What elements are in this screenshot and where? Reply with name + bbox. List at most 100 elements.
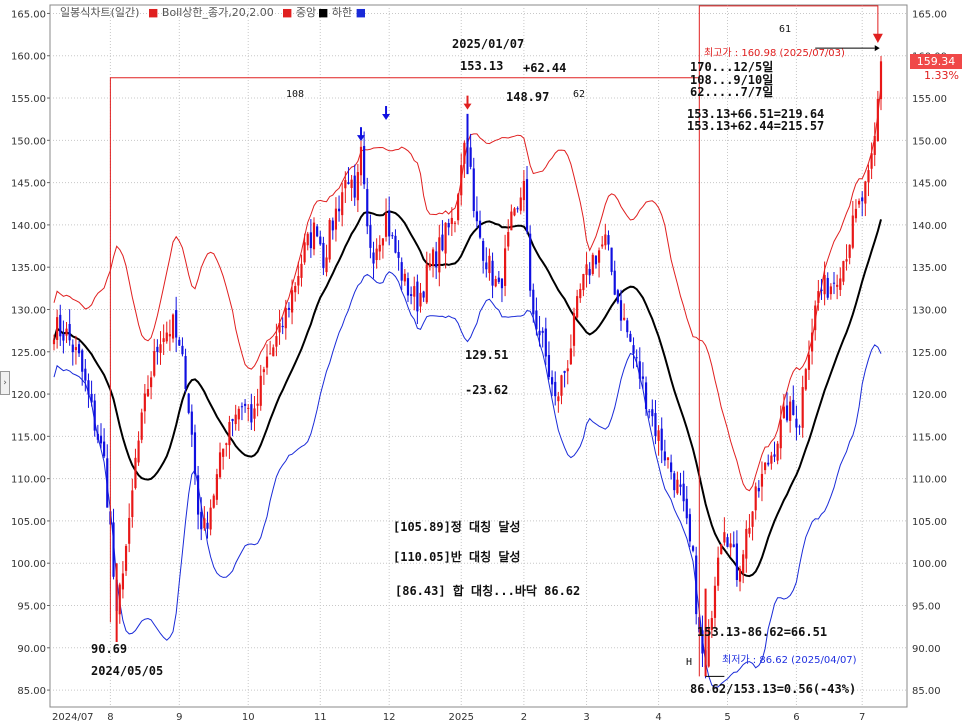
candle-body	[228, 421, 231, 446]
x-tick-label: 12	[383, 712, 396, 723]
candle-body	[406, 278, 410, 296]
candle-body	[159, 344, 162, 353]
candle-body	[789, 401, 792, 421]
candle-body	[820, 289, 823, 291]
candle-body	[319, 236, 322, 245]
candle-body	[381, 238, 385, 246]
candle-body	[243, 403, 247, 406]
candle-body	[363, 145, 366, 185]
candle-body	[222, 448, 225, 457]
candle-body	[234, 414, 237, 425]
bollinger-lower-line	[53, 271, 882, 688]
candle-body	[576, 296, 579, 318]
candle-body	[184, 356, 187, 390]
candle-body	[312, 222, 316, 250]
candle-body	[544, 328, 547, 357]
candle-body	[460, 165, 463, 196]
candle-body	[764, 462, 767, 471]
candle-body	[413, 286, 416, 297]
candle-body	[776, 443, 779, 461]
candle-body	[745, 528, 748, 559]
candle-body	[356, 172, 359, 201]
y-tick-label-right: 110.00	[912, 475, 947, 486]
candle-body	[557, 396, 560, 402]
candle-body	[854, 208, 858, 219]
candle-body	[832, 282, 836, 284]
y-tick-label-left: 160.00	[11, 52, 46, 63]
candle-body	[162, 338, 165, 342]
annotation-12951: 129.51	[465, 348, 509, 362]
candle-body	[457, 194, 460, 221]
candle-body	[679, 484, 682, 487]
candle-body	[654, 413, 657, 436]
candle-body	[187, 393, 190, 413]
candle-body	[153, 351, 156, 376]
candle-body	[450, 217, 453, 224]
candle-body	[128, 517, 131, 544]
annotation-62: 62	[573, 89, 586, 100]
candle-body	[485, 262, 488, 270]
candle-body	[290, 290, 294, 313]
candle-body	[322, 242, 325, 269]
candle-body	[137, 440, 140, 463]
candle-body	[294, 286, 297, 293]
candle-body	[535, 310, 538, 330]
candle-body	[212, 495, 215, 508]
candle-body	[425, 264, 428, 303]
candle-body	[441, 234, 444, 251]
candle-body	[240, 406, 244, 408]
candle-body	[175, 310, 178, 338]
candle-body	[494, 279, 497, 287]
candle-body	[124, 545, 128, 571]
candle-body	[400, 262, 403, 281]
candle-body	[488, 255, 491, 274]
candle-body	[428, 263, 432, 268]
candle-body	[84, 368, 87, 381]
candle-body	[623, 317, 626, 320]
candle-body	[309, 232, 312, 249]
candle-body	[792, 399, 795, 415]
candle-body	[134, 457, 137, 489]
peak-arrow-head	[356, 135, 365, 142]
candle-body	[873, 135, 876, 155]
y-tick-label-left: 140.00	[11, 221, 46, 232]
legend-lower: ■ 하한 ■	[318, 6, 367, 19]
candle-body	[278, 322, 281, 333]
candle-body	[416, 281, 419, 312]
candle-body	[707, 628, 710, 667]
candle-body	[491, 260, 494, 286]
candle-body	[197, 475, 200, 515]
candle-body	[369, 225, 372, 248]
candle-body	[68, 324, 71, 341]
candle-body	[691, 546, 695, 551]
annotation-diff-up: +62.44	[523, 61, 567, 75]
high-arrow-head	[463, 103, 472, 110]
annotation-target2: [110.05]반 대칭 달성	[393, 550, 521, 564]
candle-body	[851, 215, 854, 248]
candle-body	[388, 210, 391, 237]
candle-body	[566, 368, 569, 372]
side-panel-handle[interactable]: ›	[0, 371, 10, 395]
candle-body	[209, 507, 212, 530]
candle-body	[482, 240, 485, 261]
annotation-date-high: 2025/01/07	[452, 37, 525, 51]
candle-body	[644, 382, 648, 410]
x-tick-label: 8	[107, 712, 113, 723]
candle-body	[200, 511, 203, 530]
y-tick-label-right: 165.00	[912, 9, 947, 20]
candle-body	[732, 544, 735, 547]
candle-body	[203, 518, 206, 529]
candle-body	[829, 286, 832, 295]
y-tick-label-left: 120.00	[11, 390, 46, 401]
candle-body	[660, 428, 663, 451]
candle-body	[826, 277, 829, 298]
y-tick-label-left: 90.00	[17, 644, 46, 655]
candle-body	[106, 458, 109, 508]
candle-body	[121, 573, 125, 590]
candle-body	[738, 568, 742, 582]
x-tick-label: 3	[583, 712, 589, 723]
y-tick-label-right: 145.00	[912, 179, 947, 190]
y-tick-label-left: 150.00	[11, 136, 46, 147]
candle-body	[767, 462, 770, 465]
candle-body	[231, 418, 234, 422]
